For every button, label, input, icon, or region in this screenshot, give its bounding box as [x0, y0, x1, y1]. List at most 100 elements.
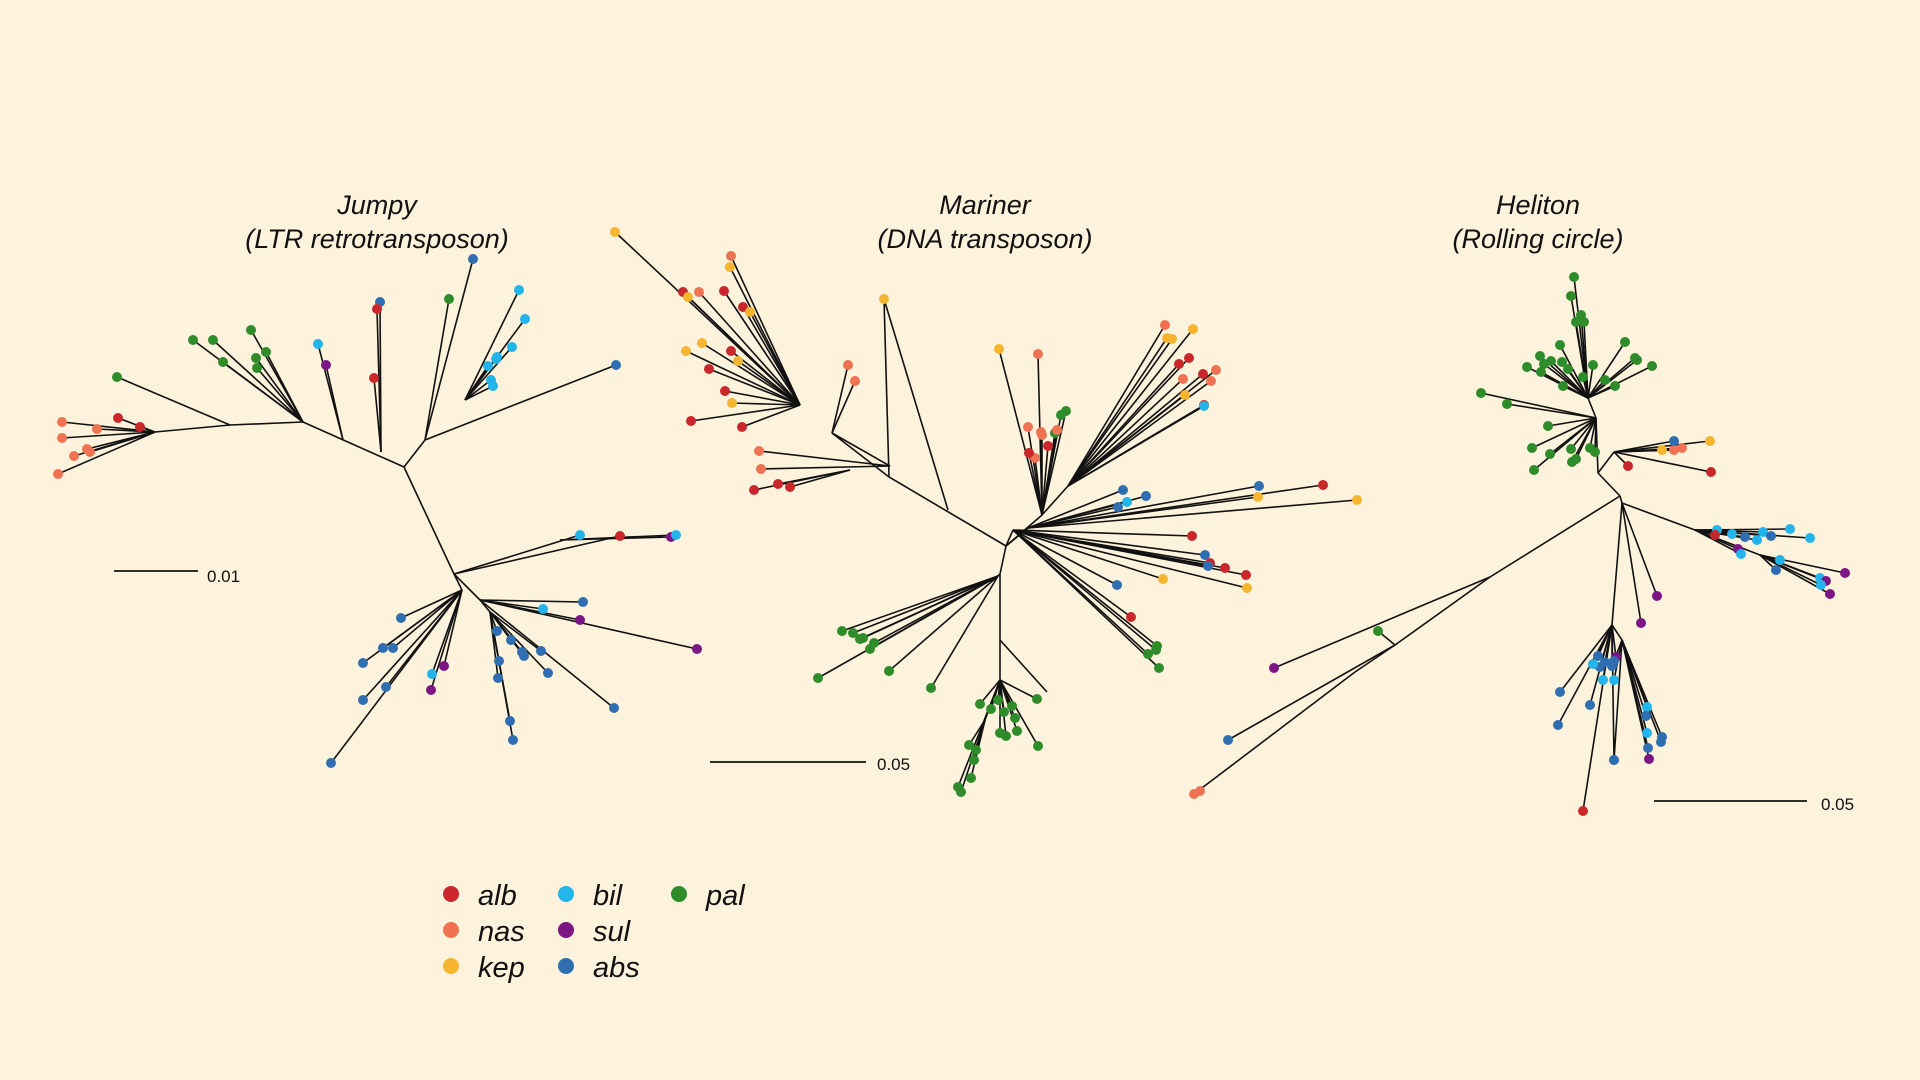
tree-branch: [698, 291, 801, 406]
tip-alb: [720, 386, 730, 396]
tree-branch: [464, 379, 492, 401]
tree-branch: [831, 380, 856, 434]
tip-kep: [879, 294, 889, 304]
tree-branch: [999, 679, 1039, 747]
tree-branch: [1759, 554, 1827, 582]
tip-nas: [1033, 349, 1043, 359]
tip-alb: [1184, 353, 1194, 363]
tree-branch: [1583, 321, 1589, 399]
tip-nas: [1178, 374, 1188, 384]
legend-label-alb: alb: [478, 880, 517, 912]
tip-pal: [1502, 399, 1512, 409]
tip-bil: [671, 530, 681, 540]
tree-branch: [424, 364, 617, 441]
tip-pal: [884, 666, 894, 676]
tree-branch: [464, 385, 494, 401]
tip-bil: [1785, 524, 1795, 534]
tip-pal: [1152, 641, 1162, 651]
tip-pal: [1555, 340, 1565, 350]
tree-branch: [1012, 529, 1193, 537]
tree-heliton: Heliton (Rolling circle) 0.05: [1189, 190, 1854, 816]
tip-pal: [1143, 649, 1153, 659]
tip-nas: [694, 287, 704, 297]
tree-branch: [817, 575, 999, 679]
tip-abs: [1641, 711, 1651, 721]
tip-kep: [1705, 436, 1715, 446]
tree-branch: [403, 439, 426, 468]
tree-branch: [1012, 529, 1149, 655]
tree-branch: [302, 421, 405, 468]
tree-branch: [57, 431, 156, 475]
tree-branch: [831, 432, 890, 478]
tree-branch: [730, 255, 801, 406]
legend-swatch-kep: [443, 958, 459, 974]
tip-pal: [1620, 337, 1630, 347]
tip-bil: [1805, 533, 1815, 543]
tip-pal: [1061, 406, 1071, 416]
tip-abs: [1254, 481, 1264, 491]
tree-branch: [1611, 624, 1623, 641]
tree-branch: [464, 346, 513, 401]
tip-nas: [57, 417, 67, 427]
tip-pal: [964, 740, 974, 750]
tip-alb: [135, 422, 145, 432]
tree-branch: [1012, 529, 1209, 567]
tip-abs: [1118, 485, 1128, 495]
tip-alb: [1220, 563, 1230, 573]
tip-pal: [188, 335, 198, 345]
tip-bil: [1598, 675, 1608, 685]
tip-abs: [1643, 743, 1653, 753]
tree-branch: [1027, 489, 1124, 529]
tip-alb: [1198, 369, 1208, 379]
tip-abs: [1141, 491, 1151, 501]
tree-branch: [1012, 529, 1118, 586]
tip-pal: [1579, 317, 1589, 327]
tip-bil: [1199, 401, 1209, 411]
tip-abs: [388, 643, 398, 653]
tree-branch: [975, 719, 986, 751]
legend-label-nas: nas: [478, 916, 525, 948]
tree-branch: [1027, 496, 1259, 529]
tip-pal: [252, 363, 262, 373]
tip-kep: [1188, 324, 1198, 334]
tree-branch: [1604, 624, 1613, 663]
tip-abs: [1609, 755, 1619, 765]
tip-kep: [1253, 492, 1263, 502]
tree-branch: [373, 377, 382, 453]
tip-pal: [1373, 626, 1383, 636]
tree-branch: [256, 367, 304, 423]
tip-abs: [492, 626, 502, 636]
tip-abs: [1585, 700, 1595, 710]
tip-alb: [113, 413, 123, 423]
tree-branch: [1041, 429, 1058, 516]
tree-branch: [760, 465, 891, 470]
tip-bil: [488, 381, 498, 391]
tip-pal: [1546, 356, 1556, 366]
tree-branch: [999, 639, 1048, 693]
tip-pal: [1600, 375, 1610, 385]
tip-pal: [1522, 362, 1532, 372]
tip-pal: [1566, 444, 1576, 454]
tip-sul: [692, 644, 702, 654]
tip-abs: [611, 360, 621, 370]
tip-sul: [1840, 568, 1850, 578]
tree-title-heliton: Heliton: [1496, 190, 1580, 220]
tip-nas: [92, 424, 102, 434]
tip-nas: [1052, 425, 1062, 435]
tree-branch: [330, 589, 463, 764]
tree-branch: [424, 298, 450, 441]
tip-kep: [681, 346, 691, 356]
tip-alb: [1174, 359, 1184, 369]
tip-pal: [1566, 291, 1576, 301]
tree-branch: [1041, 445, 1049, 516]
tip-alb: [785, 482, 795, 492]
tip-nas: [1160, 320, 1170, 330]
tip-alb: [1187, 531, 1197, 541]
tree-branch: [317, 343, 344, 441]
tip-pal: [986, 704, 996, 714]
tip-nas: [850, 376, 860, 386]
tree-branch: [255, 357, 304, 423]
tree-branch: [1594, 417, 1597, 453]
tree-branch: [789, 469, 851, 488]
tree-branch: [1067, 405, 1205, 487]
